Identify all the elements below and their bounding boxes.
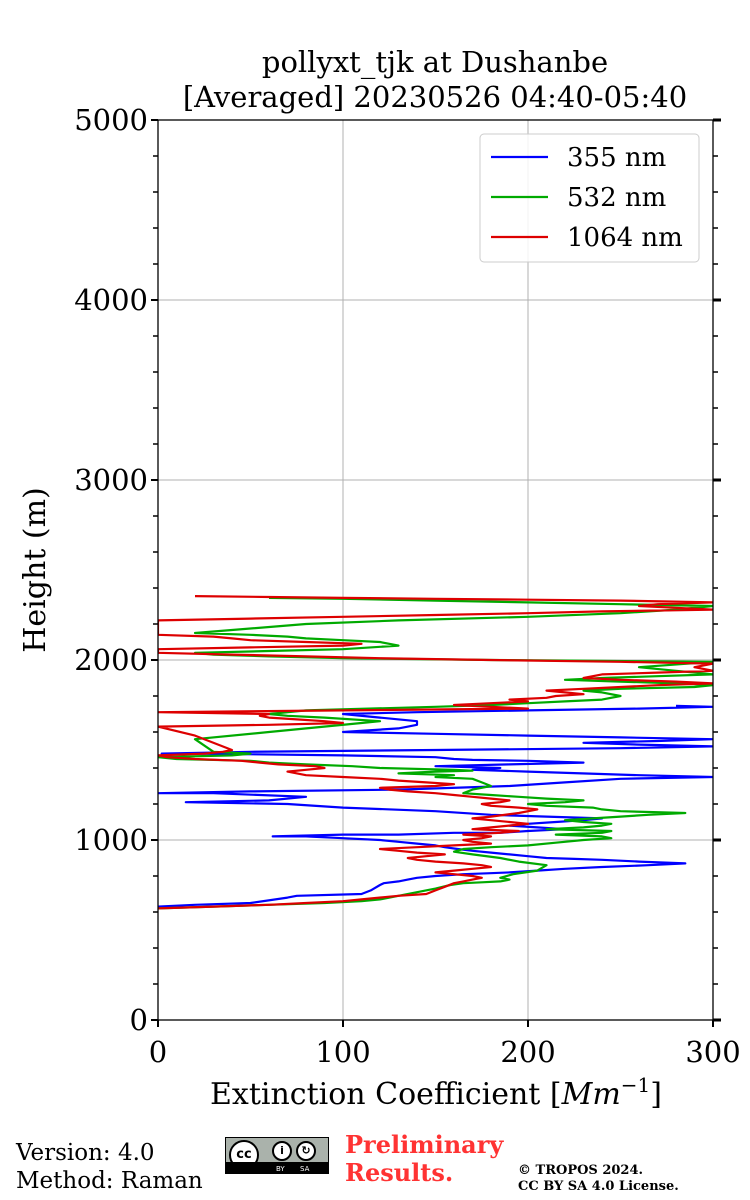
cc-license-badge: cc i ↻ BY SA — [225, 1137, 329, 1174]
copyright-line1: © TROPOS 2024. — [518, 1163, 644, 1178]
cc-badge-bar: BY SA — [226, 1162, 328, 1173]
preliminary-results-text: Preliminary Results. — [345, 1131, 503, 1187]
preliminary-line2: Results. — [345, 1158, 454, 1187]
preliminary-line1: Preliminary — [345, 1130, 504, 1159]
share-alike-icon: ↻ — [296, 1141, 316, 1161]
chart-title-line1: pollyxt_tjk at Dushanbe — [262, 45, 608, 80]
method-text: Method: Raman — [16, 1168, 203, 1194]
series-line-1064-nm — [158, 595, 713, 910]
data-series — [158, 595, 713, 910]
cc-by-text: BY — [276, 1165, 285, 1173]
x-axis-label: Extinction Coefficient [Mm−1] — [210, 1073, 662, 1112]
legend-label: 532 nm — [567, 183, 666, 213]
legend: 355 nm 532 nm 1064 nm — [479, 133, 700, 263]
person-icon: i — [272, 1141, 292, 1161]
y-axis-label: Height (m) — [18, 487, 53, 652]
y-tick-label: 0 — [130, 1003, 148, 1037]
legend-label: 355 nm — [567, 143, 666, 173]
legend-box — [479, 133, 700, 263]
x-tick-label: 0 — [149, 1035, 167, 1069]
y-tick-label: 1000 — [74, 823, 148, 857]
x-tick-label: 200 — [500, 1035, 555, 1069]
extinction-profile-chart: pollyxt_tjk at Dushanbe [Averaged] 20230… — [18, 45, 741, 1112]
legend-label: 1064 nm — [567, 223, 683, 253]
series-line-355-nm — [158, 704, 713, 908]
y-tick-label: 2000 — [74, 643, 148, 677]
y-tick-label: 4000 — [74, 283, 148, 317]
y-tick-label: 5000 — [74, 103, 148, 137]
plot-frame — [157, 119, 714, 1021]
x-tick-label: 300 — [685, 1035, 740, 1069]
copyright-text: © TROPOS 2024. CC BY SA 4.0 License. — [518, 1163, 679, 1195]
y-tick-label: 3000 — [74, 463, 148, 497]
cc-sa-text: SA — [300, 1165, 310, 1173]
chart-title-line2: [Averaged] 20230526 04:40-05:40 — [183, 80, 687, 114]
version-text: Version: 4.0 — [16, 1140, 155, 1166]
x-tick-label: 100 — [315, 1035, 370, 1069]
copyright-line2: CC BY SA 4.0 License. — [518, 1179, 679, 1194]
